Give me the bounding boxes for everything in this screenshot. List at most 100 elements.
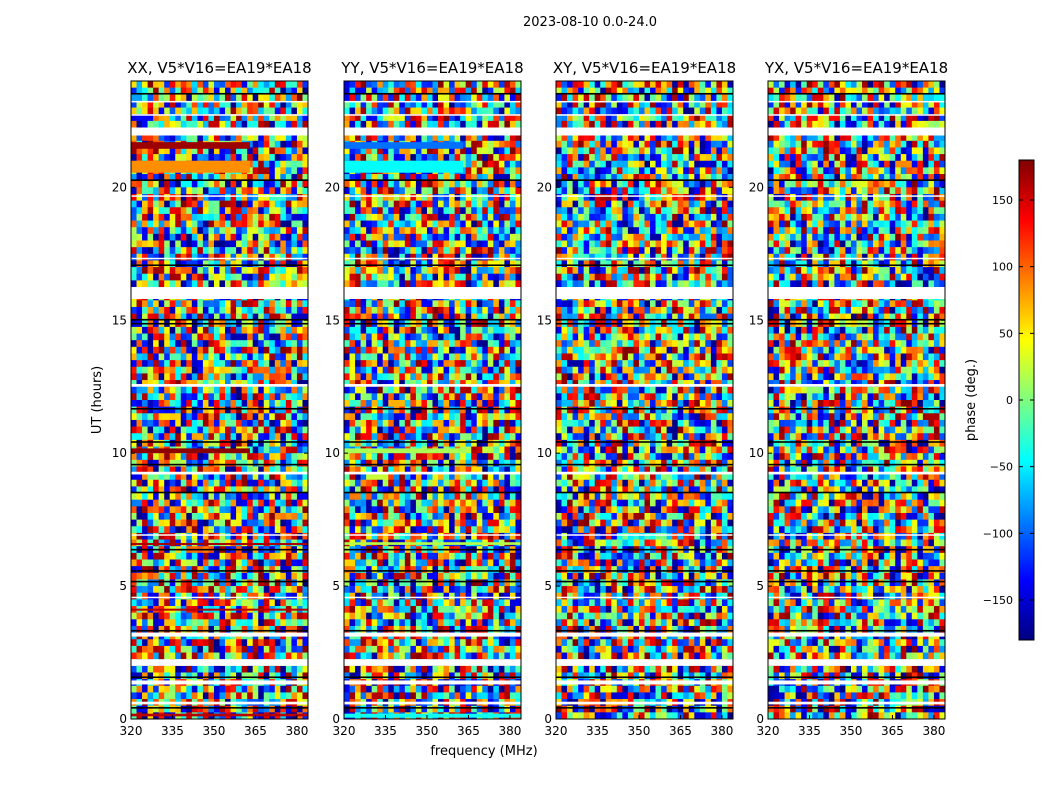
heatmap-cell [213, 81, 220, 88]
heatmap-cell [349, 346, 356, 354]
heatmap-cell [263, 140, 270, 148]
heatmap-cell [213, 486, 220, 494]
heatmap-cell [399, 340, 406, 348]
heatmap-cell [225, 625, 231, 633]
heatmap-cell [302, 433, 309, 441]
heatmap-cell [142, 147, 148, 155]
heatmap-cell [443, 247, 450, 255]
heatmap-cell [493, 240, 500, 248]
heatmap-cell [202, 333, 209, 341]
heatmap-cell [197, 346, 204, 354]
heatmap-cell [191, 346, 198, 354]
heatmap-cell [164, 652, 171, 660]
heatmap-cell [208, 579, 215, 587]
heatmap-cell [247, 360, 253, 368]
heatmap-cell [247, 313, 253, 321]
heatmap-cell [247, 579, 253, 587]
heatmap-cell [421, 346, 428, 354]
heatmap-cell [147, 466, 154, 474]
heatmap-cell [241, 453, 248, 461]
heatmap-cell [438, 154, 444, 162]
heatmap-cell [291, 300, 298, 308]
heatmap-cell [158, 466, 165, 474]
heatmap-cell [142, 625, 148, 633]
heatmap-cell [415, 433, 422, 441]
heatmap-cell [131, 353, 137, 361]
heatmap-cell [230, 413, 237, 421]
heatmap-cell [164, 692, 171, 700]
heatmap-cell [197, 625, 204, 633]
heatmap-cell [131, 439, 137, 447]
heatmap-cell [482, 340, 489, 348]
heatmap-cell [504, 340, 511, 348]
heatmap-cell [258, 426, 265, 434]
heatmap-cell [180, 260, 187, 268]
heatmap-cell [147, 552, 154, 560]
heatmap-cell [382, 439, 389, 447]
heatmap-cell [175, 333, 182, 341]
heatmap-cell [366, 87, 372, 95]
heatmap-cell [236, 353, 242, 361]
heatmap-cell [191, 639, 198, 647]
heatmap-cell [208, 433, 215, 441]
heatmap-cell [197, 107, 204, 115]
heatmap-cell [158, 579, 165, 587]
heatmap-cell [498, 313, 505, 321]
heatmap-cell [460, 114, 466, 122]
heatmap-cell [296, 692, 303, 700]
heatmap-cell [247, 233, 253, 241]
heatmap-cell [175, 526, 182, 534]
heatmap-cell [415, 120, 422, 128]
heatmap-cell [269, 459, 276, 467]
heatmap-cell [476, 87, 483, 95]
heatmap-cell [388, 267, 395, 275]
heatmap-cell [169, 625, 176, 633]
heatmap-cell [258, 419, 265, 427]
heatmap-cell [344, 120, 350, 128]
heatmap-cell [202, 360, 209, 368]
heatmap-cell [269, 479, 276, 487]
heatmap-cell [285, 559, 292, 567]
heatmap-cell [136, 639, 143, 647]
heatmap-cell [213, 453, 220, 461]
heatmap-cell [302, 373, 309, 381]
heatmap-cell [197, 193, 204, 201]
heatmap-cell [252, 94, 259, 102]
heatmap-cell [355, 333, 361, 341]
heatmap-cell [247, 493, 253, 500]
heatmap-cell [180, 353, 187, 361]
heatmap-cell [487, 400, 494, 407]
heatmap-cell [302, 207, 309, 215]
heatmap-cell [302, 466, 309, 474]
heatmap-cell [175, 612, 182, 620]
heatmap-cell [487, 380, 494, 388]
heatmap-cell [349, 413, 356, 421]
heatmap-cell [236, 685, 242, 693]
heatmap-cell [388, 346, 395, 354]
heatmap-cell [366, 154, 372, 162]
heatmap-cell [180, 493, 187, 500]
heatmap-cell [247, 519, 253, 527]
heatmap-cell [421, 247, 428, 255]
heatmap-cell [460, 100, 466, 108]
heatmap-cell [399, 426, 406, 434]
heatmap-cell [471, 260, 478, 268]
heatmap-cell [382, 459, 389, 467]
heatmap-cell [147, 453, 154, 461]
heatmap-cell [302, 400, 309, 407]
heatmap-cell [147, 134, 154, 142]
heatmap-cell [241, 572, 248, 580]
heatmap-cell [153, 366, 159, 374]
heatmap-cell [371, 306, 378, 314]
scan-separator [131, 707, 308, 709]
heatmap-cell [349, 260, 356, 268]
heatmap-cell [263, 260, 270, 268]
heatmap-cell [213, 326, 220, 334]
heatmap-cell [509, 273, 516, 281]
heatmap-cell [274, 705, 281, 713]
heatmap-cell [421, 120, 428, 128]
heatmap-cell [241, 532, 248, 540]
heatmap-cell [498, 187, 505, 195]
heatmap-cell [382, 134, 389, 142]
heatmap-cell [382, 273, 389, 281]
